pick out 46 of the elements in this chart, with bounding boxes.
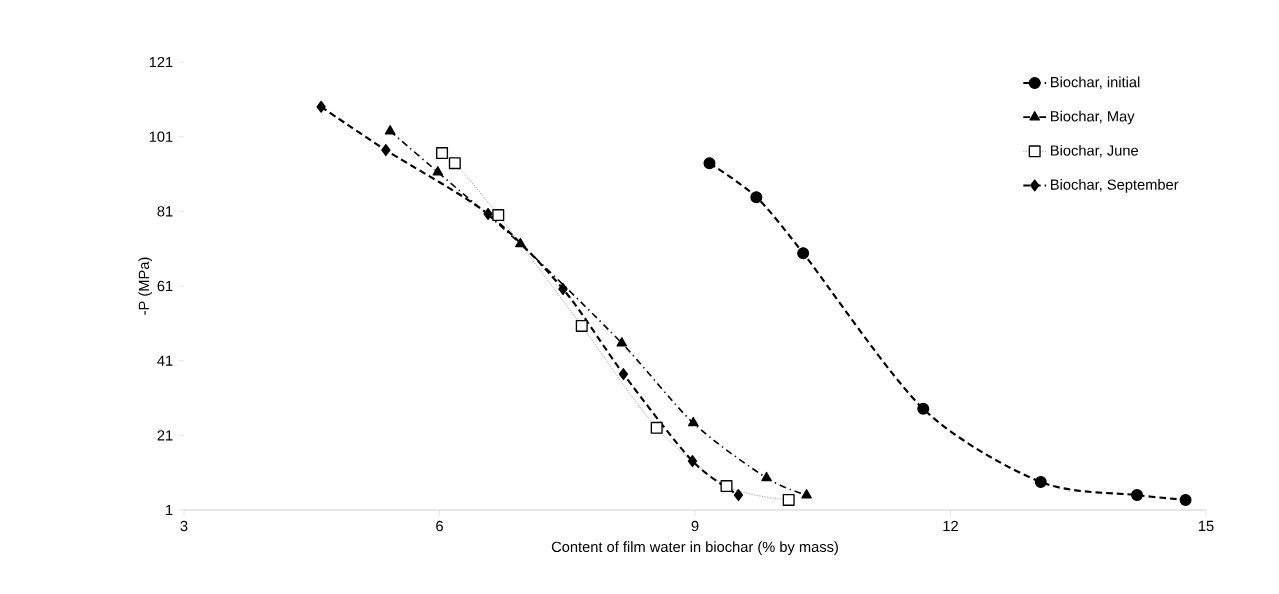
y-tick-label: 81: [157, 206, 173, 217]
point: [492, 209, 505, 222]
y-tick-label: 41: [157, 355, 173, 366]
point: [483, 207, 493, 220]
point: [448, 157, 461, 170]
point: [616, 337, 628, 347]
x-tick-label: 3: [180, 520, 188, 532]
point: [733, 489, 744, 502]
point: [1034, 476, 1047, 488]
point: [650, 421, 663, 434]
y-tick-label: 1: [166, 504, 173, 516]
x-tick-label: 6: [436, 520, 443, 532]
point: [797, 247, 810, 260]
point: [1131, 489, 1144, 502]
legend-label: Biochar, initial: [1051, 76, 1140, 90]
legend-label: Biochar, May: [1051, 110, 1135, 125]
point: [917, 402, 930, 415]
point: [801, 489, 812, 499]
point: [1179, 493, 1192, 506]
point: [750, 191, 763, 204]
point: [687, 455, 698, 468]
legend-label: Biochar, June: [1051, 144, 1139, 158]
x-tick-label: 15: [1198, 520, 1214, 532]
point: [703, 157, 716, 170]
x-axis-title: Content of film water in biochar (% by mass): [551, 541, 838, 555]
point: [515, 237, 526, 248]
point: [436, 147, 449, 160]
point: [720, 480, 733, 493]
point: [381, 144, 391, 157]
x-tick-label: 12: [943, 520, 958, 532]
point: [688, 417, 699, 427]
point: [618, 368, 629, 381]
point: [558, 282, 568, 295]
legend-label: Biochar, September: [1051, 179, 1179, 193]
x-tick-label: 9: [691, 520, 699, 532]
point: [575, 319, 588, 332]
y-tick-label: 61: [157, 280, 173, 292]
point: [761, 471, 772, 482]
y-tick-label: 101: [149, 131, 173, 142]
y-axis-title: -P (MPa): [138, 257, 152, 315]
y-tick-label: 121: [149, 56, 173, 68]
point: [782, 493, 795, 506]
point: [432, 166, 444, 176]
point: [384, 125, 396, 135]
point: [316, 100, 326, 113]
y-tick-label: 21: [157, 430, 173, 441]
